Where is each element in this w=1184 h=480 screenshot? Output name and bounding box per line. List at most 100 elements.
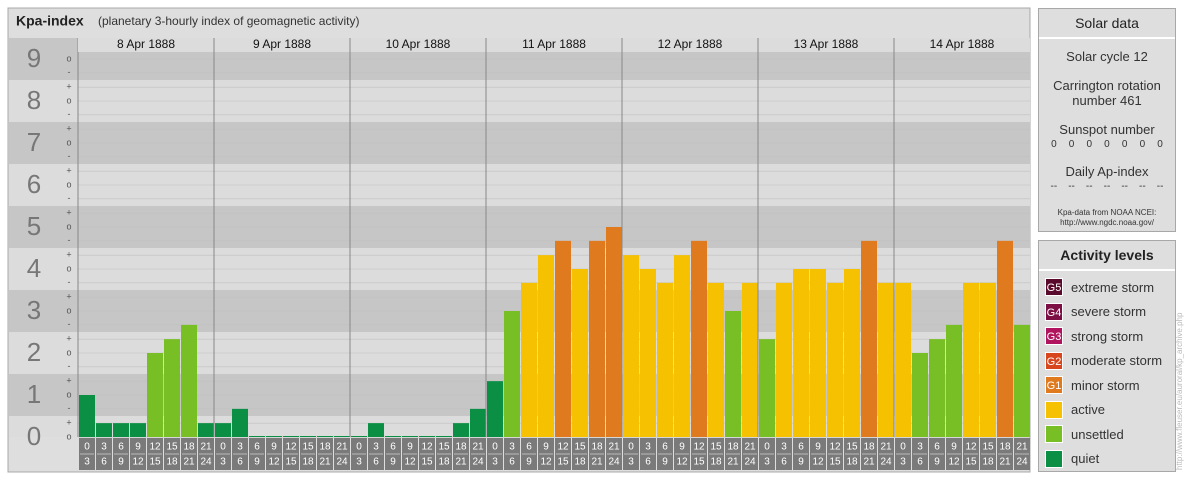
bar <box>640 269 656 437</box>
hour-end: 21 <box>319 457 331 468</box>
legend-item: unsettled <box>1039 422 1175 447</box>
hour-end: 9 <box>526 457 532 468</box>
hour-start: 21 <box>472 442 484 453</box>
ap-title: Daily Ap-index <box>1065 164 1149 179</box>
minor-tick-label: + <box>66 250 71 260</box>
hour-start: 15 <box>846 442 858 453</box>
bar <box>232 408 248 437</box>
bar <box>589 240 605 437</box>
hour-end: 18 <box>846 457 858 468</box>
bar <box>1014 324 1030 437</box>
hour-start: 15 <box>982 442 994 453</box>
hour-end: 9 <box>254 457 260 468</box>
hour-start: 21 <box>336 442 348 453</box>
hour-start: 0 <box>628 442 634 453</box>
activity-panel: Activity levels G5 extreme storm G4 severe … <box>1038 240 1176 472</box>
bar <box>538 255 554 437</box>
bar <box>130 423 146 437</box>
hour-end: 12 <box>676 457 688 468</box>
bar <box>810 269 826 437</box>
hour-end: 24 <box>880 457 892 468</box>
minor-tick-label: o <box>66 95 71 105</box>
bar <box>691 240 707 437</box>
bar <box>79 395 95 437</box>
hour-start: 6 <box>118 442 124 453</box>
y-tick-label: 8 <box>27 85 41 115</box>
hour-start: 9 <box>543 442 549 453</box>
day-label: 12 Apr 1888 <box>658 37 723 51</box>
hour-end: 6 <box>917 457 923 468</box>
bar <box>300 436 316 437</box>
hour-start: 12 <box>829 442 841 453</box>
hour-start: 0 <box>900 442 906 453</box>
hour-end: 12 <box>540 457 552 468</box>
legend-label: moderate storm <box>1071 353 1163 369</box>
bar <box>657 282 673 437</box>
source: Kpa-data from NOAA NCEI: http://www.ngdc.… <box>1039 208 1175 228</box>
hour-end: 21 <box>455 457 467 468</box>
hour-end: 18 <box>982 457 994 468</box>
hour-start: 15 <box>710 442 722 453</box>
legend-swatch <box>1045 449 1063 468</box>
bar <box>436 436 452 437</box>
hour-start: 6 <box>390 442 396 453</box>
hour-start: 18 <box>183 442 195 453</box>
legend-label: extreme storm <box>1071 279 1155 295</box>
day-header <box>78 38 214 52</box>
minor-tick-label: o <box>66 53 71 63</box>
minor-tick-label: - <box>68 67 71 77</box>
hour-start: 12 <box>693 442 705 453</box>
activity-title: Activity levels <box>1039 241 1175 271</box>
minor-tick-label: + <box>66 418 71 428</box>
hour-start: 0 <box>764 442 770 453</box>
hour-end: 18 <box>166 457 178 468</box>
hour-end: 12 <box>948 457 960 468</box>
hour-end: 15 <box>421 457 433 468</box>
day-header <box>622 38 758 52</box>
bar <box>198 423 214 437</box>
hour-start: 6 <box>798 442 804 453</box>
bar <box>504 311 520 437</box>
hour-start: 15 <box>302 442 314 453</box>
legend-swatch: G5 <box>1045 278 1063 297</box>
hour-start: 18 <box>591 442 603 453</box>
hour-start: 3 <box>373 442 379 453</box>
sunspot-value: 0 <box>1121 139 1128 150</box>
hour-start: 18 <box>863 442 875 453</box>
hour-end: 15 <box>693 457 705 468</box>
legend-label: minor storm <box>1071 377 1140 393</box>
hour-end: 21 <box>591 457 603 468</box>
hour-start: 12 <box>421 442 433 453</box>
minor-tick-label: - <box>68 277 71 287</box>
ap-value: -- <box>1139 181 1146 192</box>
minor-tick-label: - <box>68 361 71 371</box>
hour-end: 21 <box>727 457 739 468</box>
hour-start: 12 <box>557 442 569 453</box>
day-label: 9 Apr 1888 <box>253 37 311 51</box>
minor-tick-label: o <box>66 305 71 315</box>
ap-value: -- <box>1085 181 1093 192</box>
hour-end: 24 <box>1016 457 1028 468</box>
bar <box>895 282 911 437</box>
minor-tick-label: + <box>66 82 71 92</box>
bar <box>453 423 469 437</box>
hour-end: 18 <box>438 457 450 468</box>
minor-tick-label: - <box>68 151 71 161</box>
day-header <box>758 38 894 52</box>
hour-start: 3 <box>509 442 515 453</box>
solar-title: Solar data <box>1039 9 1175 39</box>
hour-end: 6 <box>101 457 107 468</box>
hour-end: 9 <box>390 457 396 468</box>
hour-end: 3 <box>356 457 362 468</box>
y-tick-label: 1 <box>27 379 41 409</box>
minor-tick-label: - <box>68 403 71 413</box>
legend-item: active <box>1039 398 1175 423</box>
y-tick-label: 5 <box>27 211 41 241</box>
hour-end: 12 <box>812 457 824 468</box>
hour-start: 6 <box>526 442 532 453</box>
sunspot-value: 0 <box>1157 139 1163 150</box>
day-header <box>214 38 350 52</box>
bar <box>147 353 163 437</box>
hour-start: 12 <box>965 442 977 453</box>
